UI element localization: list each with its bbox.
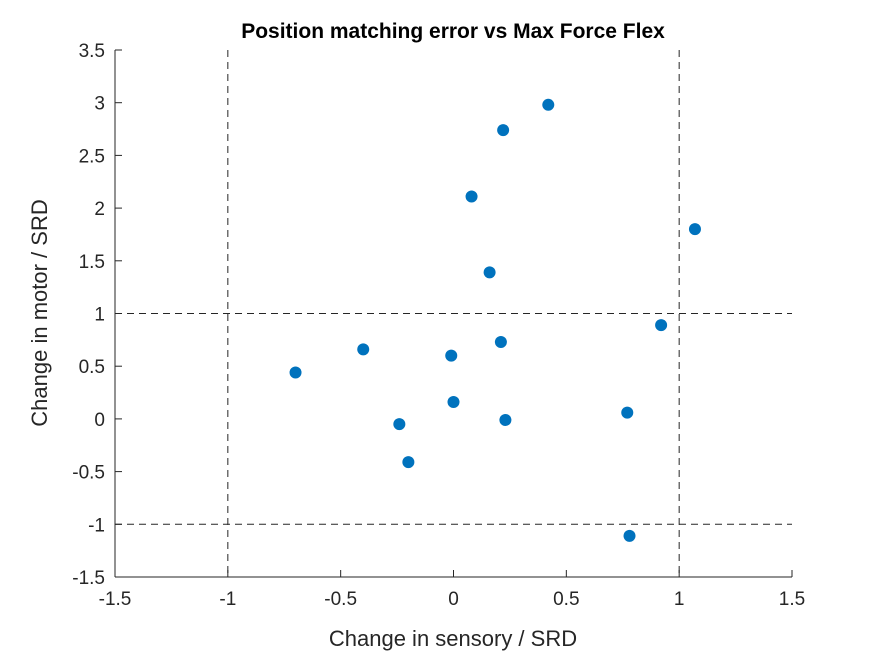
y-tick-label: -0.5	[72, 463, 105, 484]
y-tick-label: 2.5	[79, 146, 105, 167]
y-tick-label: 0	[94, 410, 105, 431]
data-point	[499, 413, 512, 426]
x-tick-label: 0	[448, 589, 459, 610]
data-point	[623, 529, 636, 542]
data-point	[542, 98, 555, 111]
data-point	[494, 335, 507, 348]
data-point	[445, 349, 458, 362]
y-tick-label: 1	[94, 305, 105, 326]
x-tick-label: 1	[674, 589, 685, 610]
data-point	[655, 319, 668, 332]
data-point	[447, 396, 460, 409]
data-point	[289, 366, 302, 379]
data-point	[621, 406, 634, 419]
data-point	[393, 418, 406, 431]
data-point	[465, 190, 478, 203]
data-point	[497, 124, 510, 137]
y-tick-label: 2	[94, 199, 105, 220]
x-tick-label: 1.5	[779, 589, 805, 610]
y-ticks: -1.5 -1 -0.5 0 0.5 1 1.5 2 2.5 3 3.5	[72, 41, 122, 589]
data-points	[289, 98, 701, 542]
x-tick-label: -1	[219, 589, 236, 610]
y-tick-label: 0.5	[79, 357, 105, 378]
data-point	[357, 343, 370, 356]
reference-lines	[115, 50, 792, 577]
plot-area: -1.5 -1 -0.5 0 0.5 1 1.5 -1.5 -1 -0.5 0 0.5 1 1.5 2 2.…	[72, 41, 805, 610]
y-tick-label: 3	[94, 94, 105, 115]
y-tick-label: 1.5	[79, 252, 105, 273]
y-axis-title: Change in motor / SRD	[27, 199, 52, 426]
y-tick-label: 3.5	[79, 41, 105, 62]
x-axis-title: Change in sensory / SRD	[329, 626, 577, 651]
x-tick-label: -0.5	[324, 589, 357, 610]
y-tick-label: -1.5	[72, 568, 105, 589]
data-point	[688, 223, 701, 236]
x-ticks: -1.5 -1 -0.5 0 0.5 1 1.5	[99, 570, 805, 610]
chart-title: Position matching error vs Max Force Fle…	[241, 20, 665, 43]
data-point	[483, 266, 496, 279]
y-tick-label: -1	[88, 515, 105, 536]
x-tick-label: -1.5	[99, 589, 132, 610]
x-tick-label: 0.5	[553, 589, 579, 610]
data-point	[402, 456, 415, 469]
